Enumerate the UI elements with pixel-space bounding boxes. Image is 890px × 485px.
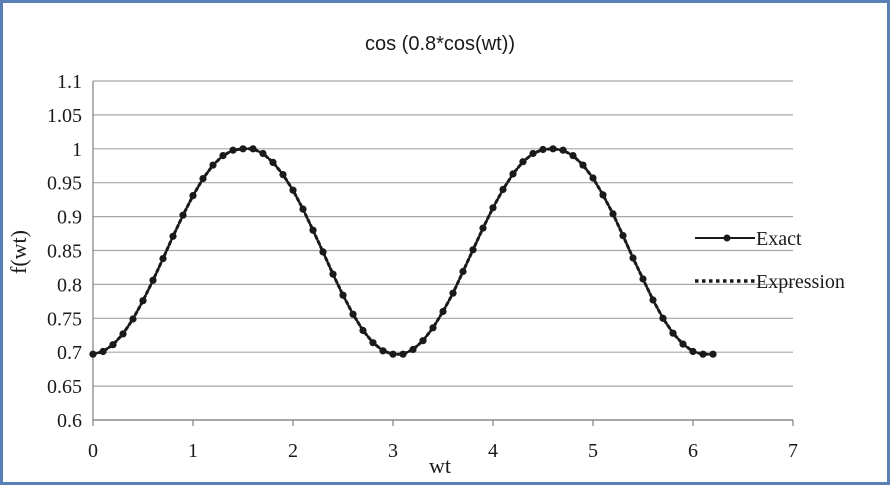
exact-point [419, 337, 427, 345]
exact-point [259, 149, 267, 158]
exact-point [139, 297, 147, 305]
series-layer [89, 145, 717, 358]
exact-point [239, 145, 247, 153]
exact-point [639, 275, 647, 283]
exact-point [229, 146, 237, 154]
exact-point [619, 232, 627, 240]
legend-marker-exact [723, 234, 731, 242]
exact-point [289, 186, 297, 194]
x-tick-label: 0 [88, 440, 98, 462]
exact-point [359, 326, 367, 335]
exact-point [169, 232, 177, 240]
exact-point [699, 350, 707, 358]
x-axis-label: wt [429, 453, 451, 478]
exact-point [429, 324, 437, 332]
exact-point [439, 307, 447, 316]
exact-point [679, 340, 687, 348]
exact-point [309, 226, 317, 234]
exact-point [409, 345, 417, 354]
exact-point [499, 185, 507, 194]
exact-point [299, 205, 307, 213]
legend: Exact Expression [695, 228, 845, 293]
exact-point [379, 347, 387, 355]
exact-point [449, 289, 457, 297]
exact-point [99, 347, 107, 356]
exact-point [349, 310, 357, 318]
exact-point [149, 276, 157, 284]
axes [92, 81, 794, 426]
exact-point [529, 149, 537, 158]
gridlines [93, 80, 793, 421]
exact-point [329, 270, 337, 278]
exact-point [689, 347, 697, 356]
exact-point [179, 211, 187, 219]
exact-point [549, 145, 557, 153]
exact-point [219, 152, 227, 160]
x-tick-label: 7 [788, 440, 798, 462]
exact-point [609, 210, 617, 218]
exact-point [159, 255, 167, 263]
y-tick-label: 0.75 [47, 308, 82, 330]
y-tick-label: 0.9 [57, 207, 82, 229]
y-tick-label: 1.1 [57, 71, 82, 93]
exact-point [119, 330, 127, 338]
exact-point [319, 248, 327, 256]
exact-point [249, 145, 257, 153]
exact-point [629, 254, 637, 262]
exact-point [279, 171, 287, 179]
exact-point [599, 191, 607, 199]
y-tick-label: 0.95 [47, 173, 82, 195]
exact-point [579, 161, 587, 169]
x-tick-label: 6 [688, 440, 698, 462]
y-tick-label: 0.8 [57, 274, 82, 296]
y-axis-label: f(wt) [6, 230, 31, 274]
x-tick-label: 1 [188, 440, 198, 462]
exact-point [489, 204, 497, 212]
x-tick-label: 4 [488, 440, 498, 462]
exact-point [399, 350, 407, 358]
exact-point [519, 158, 527, 166]
exact-point [569, 152, 577, 160]
y-tick-labels: 0.6 0.65 0.7 0.75 0.8 0.85 0.9 0.95 1 1.05 1.1 [47, 71, 82, 432]
exact-point [459, 267, 467, 276]
exact-point [659, 314, 667, 322]
exact-point [199, 175, 207, 183]
exact-point [189, 192, 197, 200]
y-tick-label: 0.65 [47, 376, 82, 398]
x-tick-label: 2 [288, 440, 298, 462]
chart-title: cos (0.8*cos(wt)) [365, 33, 515, 55]
y-tick-label: 0.85 [47, 241, 82, 263]
x-tick-labels: 0 1 2 3 4 5 6 7 [88, 440, 798, 462]
y-tick-label: 0.7 [57, 342, 82, 364]
exact-point [209, 161, 217, 169]
x-tick-label: 5 [588, 440, 598, 462]
exact-point [479, 224, 487, 232]
exact-point [369, 339, 377, 347]
exact-point [709, 350, 717, 358]
exact-point [269, 158, 277, 166]
exact-point [129, 315, 137, 323]
exact-point [509, 170, 517, 178]
exact-point [669, 329, 677, 337]
series-line-expression [91, 147, 715, 356]
y-tick-label: 0.6 [57, 410, 82, 432]
series-line-exact [92, 147, 713, 356]
y-tick-label: 1 [72, 139, 82, 161]
exact-point [539, 145, 547, 154]
exact-point [339, 291, 347, 299]
exact-point [589, 174, 597, 182]
exact-point [109, 341, 117, 349]
legend-label-exact: Exact [756, 228, 802, 250]
legend-label-expression: Expression [756, 271, 845, 293]
exact-point [389, 350, 397, 358]
x-tick-label: 3 [388, 440, 398, 462]
exact-point [559, 146, 567, 154]
exact-point [649, 296, 657, 304]
y-tick-label: 1.05 [47, 105, 82, 127]
exact-point [469, 246, 477, 254]
exact-point [89, 350, 97, 358]
